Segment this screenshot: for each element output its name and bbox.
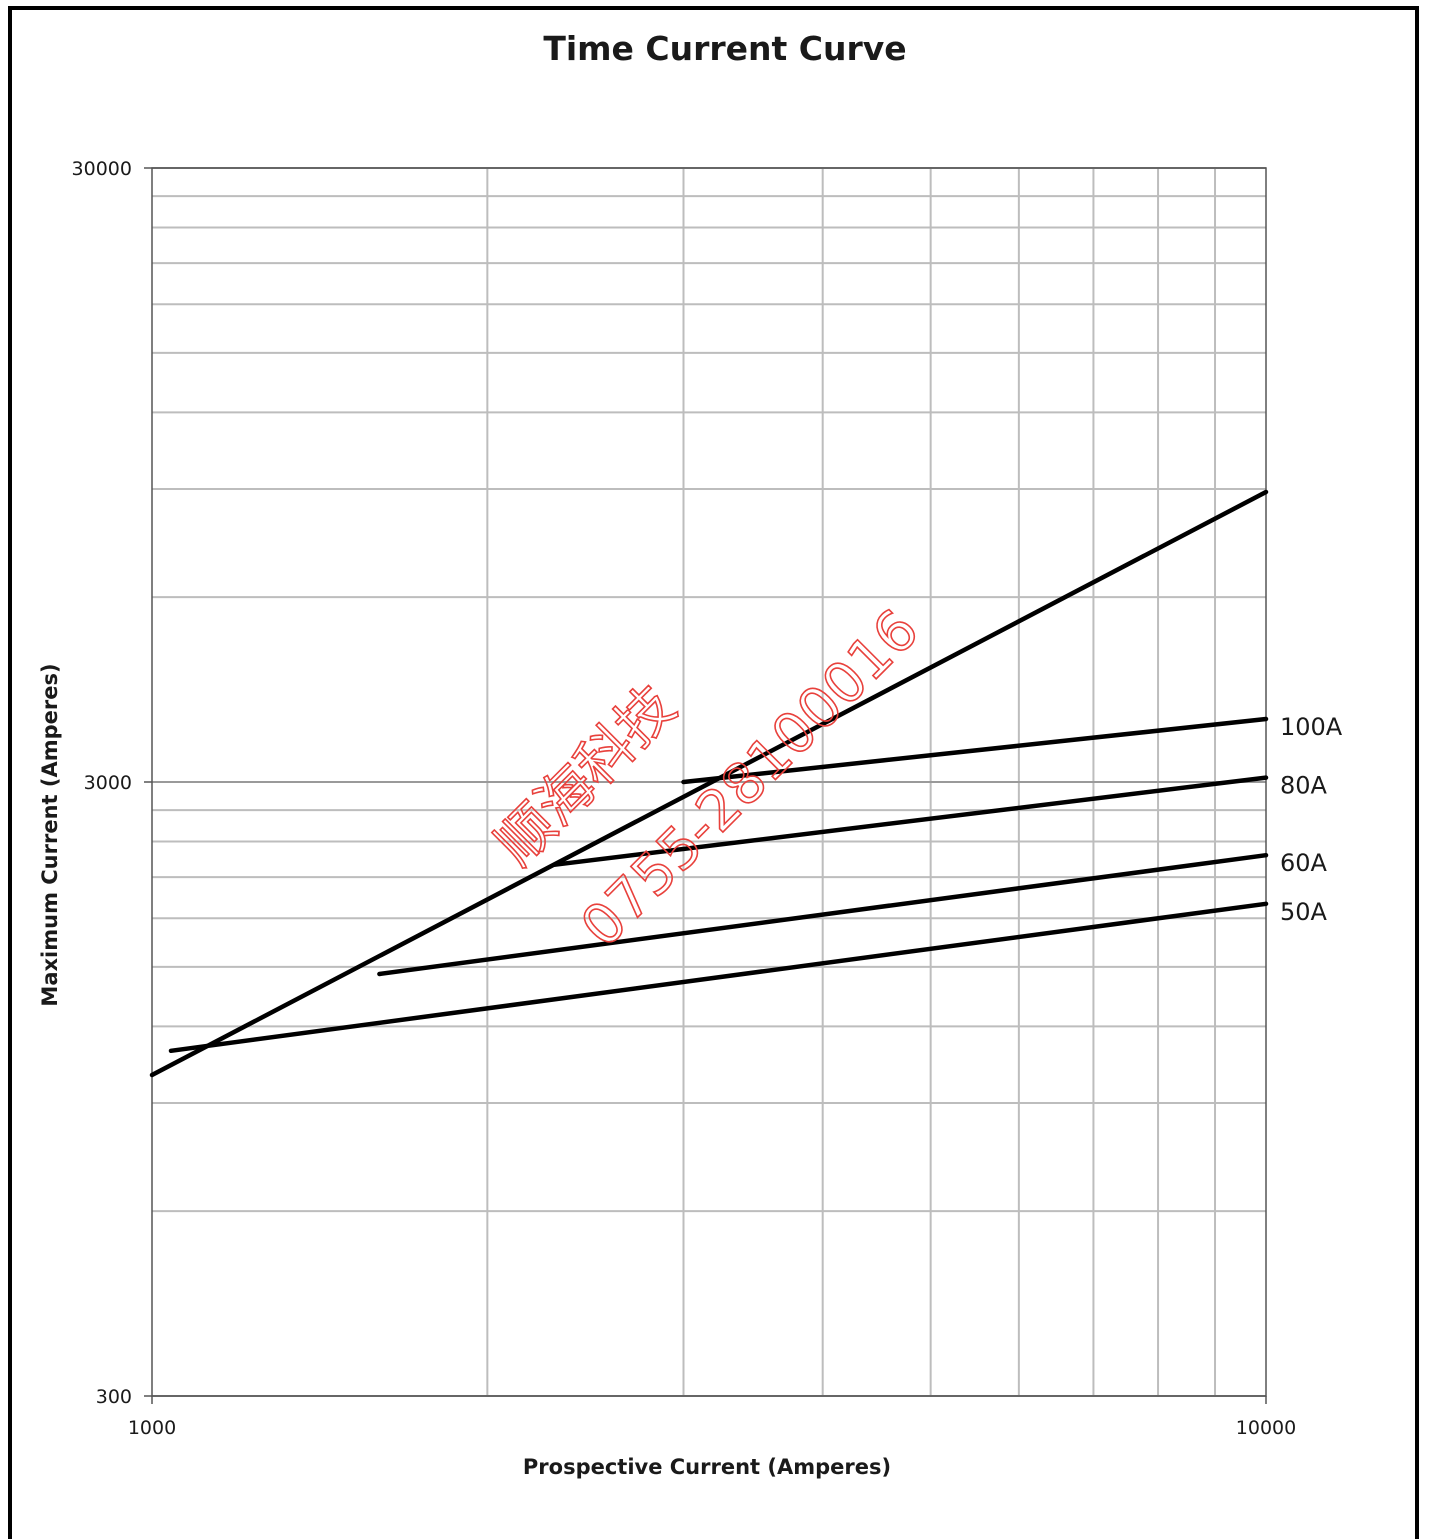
x-tick-label: 10000 [1236, 1417, 1296, 1439]
series-line-80a [552, 775, 1269, 867]
tick-layer: 300 3000 30000 1000 10000 [72, 158, 1297, 1439]
chart-title: Time Current Curve [543, 29, 906, 68]
series-line-100a [681, 716, 1269, 785]
watermark: 顺海科技 0755-28100016 [483, 597, 932, 961]
y-tick-label: 30000 [72, 158, 132, 180]
series-line-60a [377, 852, 1269, 977]
series-label-80a: 80A [1280, 772, 1328, 800]
y-tick-label: 300 [96, 1386, 132, 1408]
series-label-100a: 100A [1280, 713, 1343, 741]
chart-frame [8, 6, 1419, 1539]
x-axis-label: Prospective Current (Amperes) [523, 1455, 891, 1479]
y-axis-label: Maximum Current (Amperes) [38, 663, 62, 1006]
series-layer [149, 489, 1269, 1078]
series-line-50a [168, 901, 1269, 1054]
y-tick-label: 3000 [84, 772, 132, 794]
series-label-60a: 60A [1280, 849, 1328, 877]
x-tick-label: 1000 [128, 1417, 176, 1439]
series-line-envelope [149, 489, 1269, 1078]
series-label-layer: 100A 80A 60A 50A [1280, 713, 1343, 926]
series-label-50a: 50A [1280, 898, 1328, 926]
